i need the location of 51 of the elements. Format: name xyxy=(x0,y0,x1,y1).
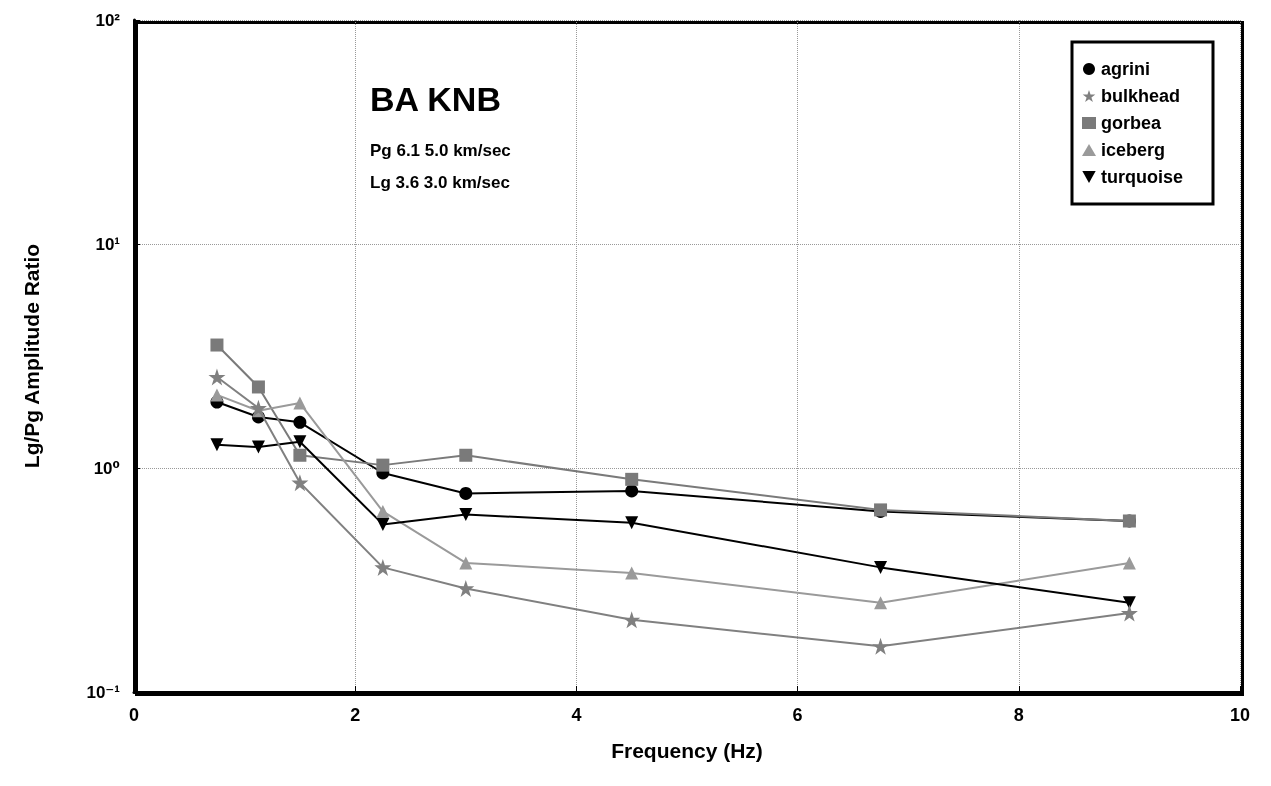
point xyxy=(210,338,224,352)
point xyxy=(291,474,309,492)
point xyxy=(251,380,265,394)
point xyxy=(625,566,639,580)
x-tick-label: 2 xyxy=(350,705,361,725)
point xyxy=(459,556,473,570)
point xyxy=(293,448,307,462)
point xyxy=(1120,604,1138,622)
legend-label: agrini xyxy=(1101,59,1151,79)
point xyxy=(249,399,267,417)
point xyxy=(293,435,307,449)
x-tick-label: 0 xyxy=(128,705,140,725)
legend-label: iceberg xyxy=(1101,140,1166,160)
point xyxy=(376,458,390,472)
x-tick-label: 8 xyxy=(1013,705,1024,725)
y-tick-label: 10¹ xyxy=(95,234,121,254)
point xyxy=(210,438,224,452)
point xyxy=(874,596,888,610)
point xyxy=(623,611,641,629)
point xyxy=(625,516,639,530)
point xyxy=(457,579,475,597)
point xyxy=(459,508,473,521)
annotation: Pg 6.1 5.0 km/sec xyxy=(370,141,511,160)
point xyxy=(376,517,390,531)
point xyxy=(1122,596,1136,610)
point xyxy=(210,388,224,402)
x-tick-label: 10 xyxy=(1229,705,1251,725)
y-tick-label: 10² xyxy=(95,10,121,30)
annotation: Lg 3.6 3.0 km/sec xyxy=(370,173,510,192)
y-tick-label: 10⁰ xyxy=(93,458,120,478)
y-tick-label: 10⁻¹ xyxy=(86,682,121,702)
point xyxy=(459,486,473,500)
legend-label: bulkhead xyxy=(1101,86,1181,106)
point xyxy=(872,637,890,655)
y-axis-title: Lg/Pg Amplitude Ratio xyxy=(20,243,43,469)
point xyxy=(251,440,265,454)
point xyxy=(208,368,226,386)
point xyxy=(376,504,390,518)
x-axis-title: Frequency (Hz) xyxy=(611,739,763,762)
legend-label: gorbea xyxy=(1101,113,1162,133)
point xyxy=(1122,556,1136,570)
legend-label: turquoise xyxy=(1101,167,1184,187)
point xyxy=(374,558,392,576)
point xyxy=(293,396,307,410)
x-tick-label: 6 xyxy=(792,705,803,725)
point xyxy=(459,448,473,462)
point xyxy=(874,560,888,574)
x-tick-label: 4 xyxy=(571,705,582,725)
point xyxy=(293,415,307,429)
annotation: BA KNB xyxy=(370,80,501,118)
point xyxy=(625,472,639,486)
